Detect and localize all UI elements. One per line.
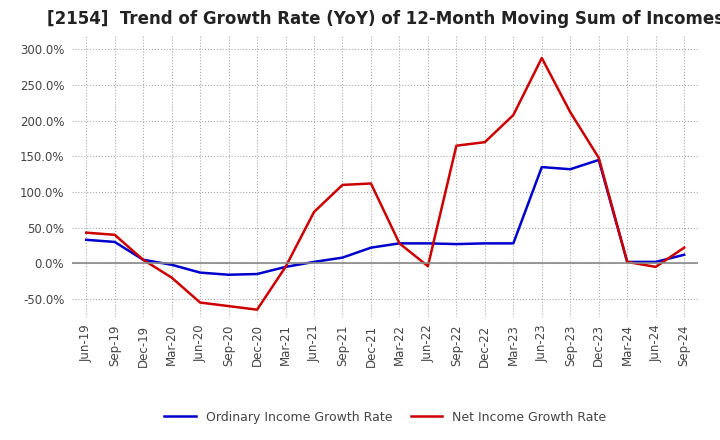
Ordinary Income Growth Rate bbox=[282, 264, 290, 270]
Ordinary Income Growth Rate bbox=[110, 239, 119, 245]
Ordinary Income Growth Rate bbox=[566, 167, 575, 172]
Net Income Growth Rate bbox=[110, 232, 119, 238]
Ordinary Income Growth Rate bbox=[623, 259, 631, 264]
Net Income Growth Rate bbox=[480, 139, 489, 145]
Net Income Growth Rate bbox=[82, 230, 91, 235]
Ordinary Income Growth Rate bbox=[680, 252, 688, 257]
Ordinary Income Growth Rate bbox=[167, 262, 176, 268]
Net Income Growth Rate bbox=[338, 182, 347, 187]
Net Income Growth Rate bbox=[225, 304, 233, 309]
Legend: Ordinary Income Growth Rate, Net Income Growth Rate: Ordinary Income Growth Rate, Net Income … bbox=[159, 406, 611, 429]
Net Income Growth Rate bbox=[253, 307, 261, 312]
Line: Net Income Growth Rate: Net Income Growth Rate bbox=[86, 58, 684, 310]
Net Income Growth Rate bbox=[680, 245, 688, 250]
Net Income Growth Rate bbox=[595, 155, 603, 161]
Net Income Growth Rate bbox=[566, 110, 575, 115]
Line: Ordinary Income Growth Rate: Ordinary Income Growth Rate bbox=[86, 160, 684, 275]
Ordinary Income Growth Rate bbox=[480, 241, 489, 246]
Net Income Growth Rate bbox=[310, 209, 318, 215]
Net Income Growth Rate bbox=[652, 264, 660, 270]
Ordinary Income Growth Rate bbox=[423, 241, 432, 246]
Ordinary Income Growth Rate bbox=[310, 259, 318, 264]
Ordinary Income Growth Rate bbox=[225, 272, 233, 277]
Title: [2154]  Trend of Growth Rate (YoY) of 12-Month Moving Sum of Incomes: [2154] Trend of Growth Rate (YoY) of 12-… bbox=[47, 10, 720, 28]
Ordinary Income Growth Rate bbox=[82, 237, 91, 242]
Net Income Growth Rate bbox=[537, 55, 546, 61]
Ordinary Income Growth Rate bbox=[395, 241, 404, 246]
Ordinary Income Growth Rate bbox=[139, 257, 148, 262]
Ordinary Income Growth Rate bbox=[452, 242, 461, 247]
Net Income Growth Rate bbox=[139, 257, 148, 262]
Ordinary Income Growth Rate bbox=[253, 271, 261, 277]
Net Income Growth Rate bbox=[366, 181, 375, 186]
Net Income Growth Rate bbox=[623, 259, 631, 264]
Ordinary Income Growth Rate bbox=[537, 165, 546, 170]
Ordinary Income Growth Rate bbox=[509, 241, 518, 246]
Net Income Growth Rate bbox=[395, 241, 404, 246]
Ordinary Income Growth Rate bbox=[595, 158, 603, 163]
Ordinary Income Growth Rate bbox=[338, 255, 347, 260]
Net Income Growth Rate bbox=[282, 264, 290, 270]
Ordinary Income Growth Rate bbox=[652, 259, 660, 264]
Ordinary Income Growth Rate bbox=[196, 270, 204, 275]
Net Income Growth Rate bbox=[196, 300, 204, 305]
Net Income Growth Rate bbox=[509, 112, 518, 117]
Net Income Growth Rate bbox=[452, 143, 461, 148]
Net Income Growth Rate bbox=[423, 264, 432, 269]
Net Income Growth Rate bbox=[167, 275, 176, 280]
Ordinary Income Growth Rate bbox=[366, 245, 375, 250]
